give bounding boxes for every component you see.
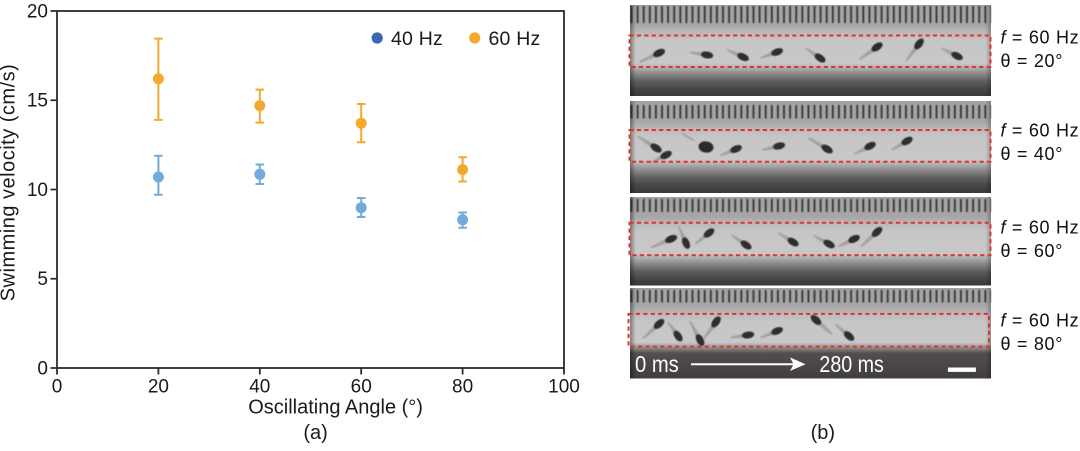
svg-text:0: 0 [37,358,48,379]
svg-text:f = 60 Hz: f = 60 Hz [1001,311,1080,331]
svg-text:20: 20 [27,1,48,22]
svg-text:20: 20 [148,377,169,398]
svg-text:40 Hz: 40 Hz [391,28,443,50]
svg-text:100: 100 [548,377,580,398]
svg-text:15: 15 [27,91,48,112]
svg-text:0: 0 [52,377,63,398]
svg-text:0 ms: 0 ms [635,351,679,377]
svg-text:5: 5 [37,269,48,290]
svg-text:θ = 40°: θ = 40° [1001,144,1064,164]
svg-text:60: 60 [351,377,372,398]
svg-text:f = 60 Hz: f = 60 Hz [1001,28,1080,48]
svg-text:280 ms: 280 ms [819,351,884,377]
svg-text:θ = 80°: θ = 80° [1001,334,1064,354]
svg-text:40: 40 [249,377,270,398]
svg-text:Oscillating Angle (°): Oscillating Angle (°) [248,397,423,419]
svg-text:Swimming velocity (cm/s): Swimming velocity (cm/s) [0,64,20,302]
svg-text:10: 10 [27,180,48,201]
svg-text:60 Hz: 60 Hz [489,28,541,50]
svg-text:(b): (b) [811,422,835,444]
svg-text:f = 60 Hz: f = 60 Hz [1001,218,1080,238]
svg-text:θ = 20°: θ = 20° [1001,51,1064,71]
svg-text:(a): (a) [303,422,327,444]
svg-text:θ = 60°: θ = 60° [1001,241,1064,261]
svg-text:80: 80 [452,377,473,398]
svg-text:f = 60 Hz: f = 60 Hz [1001,121,1080,141]
